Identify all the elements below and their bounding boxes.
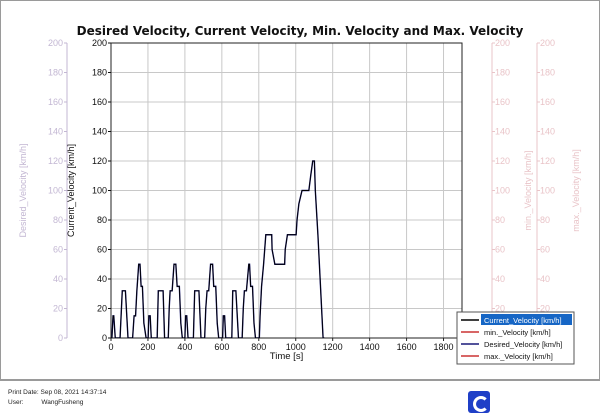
y-tick-label: 120	[540, 156, 555, 166]
y-tick-label: 140	[495, 127, 510, 137]
y-axis-label: min._Velocity [km/h]	[523, 150, 533, 230]
y-tick-label: 100	[48, 186, 63, 196]
x-tick-label: 1400	[360, 342, 380, 352]
print-date-line: Print Date: Sep 08, 2021 14:37:14	[8, 389, 106, 396]
x-tick-label: 800	[251, 342, 266, 352]
x-tick-label: 1200	[323, 342, 343, 352]
x-tick-label: 200	[140, 342, 155, 352]
y-tick-label: 160	[495, 97, 510, 107]
y-tick-label: 60	[540, 245, 550, 255]
y-tick-label: 40	[97, 274, 107, 284]
y-tick-label: 180	[48, 68, 63, 78]
y-tick-label: 0	[102, 333, 107, 343]
print-date-value: Sep 08, 2021 14:37:14	[40, 389, 107, 396]
y-tick-label: 200	[495, 38, 510, 48]
y-tick-label: 60	[53, 245, 63, 255]
x-tick-label: 1000	[286, 342, 306, 352]
user-line: User: WangFusheng	[8, 399, 83, 406]
y-axis-label: Current_Velocity [km/h]	[66, 144, 76, 237]
y-tick-label: 40	[53, 274, 63, 284]
y-tick-label: 0	[58, 333, 63, 343]
legend-label: Current_Velocity [km/h]	[484, 316, 562, 325]
y-tick-label: 160	[92, 97, 107, 107]
chart-title: Desired Velocity, Current Velocity, Min.…	[76, 24, 524, 38]
legend-label: min._Velocity [km/h]	[484, 328, 551, 337]
y-tick-label: 100	[495, 186, 510, 196]
y-tick-label: 100	[540, 186, 555, 196]
y-tick-label: 120	[92, 156, 107, 166]
series-line	[111, 160, 325, 338]
print-footer: Print Date: Sep 08, 2021 14:37:14 User: …	[0, 380, 600, 406]
print-date-label: Print Date:	[8, 389, 39, 396]
legend-selection-highlight	[481, 314, 572, 325]
legend-label: Desired_Velocity [km/h]	[484, 340, 562, 349]
y-axis-label: Desired_Velocity [km/h]	[18, 143, 28, 237]
y-tick-label: 60	[495, 245, 505, 255]
y-tick-label: 20	[495, 304, 505, 314]
y-tick-label: 140	[48, 127, 63, 137]
y-tick-label: 80	[53, 215, 63, 225]
legend-label: max._Velocity [km/h]	[484, 352, 553, 361]
y-tick-label: 200	[92, 38, 107, 48]
y-tick-label: 80	[495, 215, 505, 225]
y-tick-label: 180	[92, 68, 107, 78]
y-tick-label: 200	[48, 38, 63, 48]
y-tick-label: 80	[540, 215, 550, 225]
y-tick-label: 160	[48, 97, 63, 107]
y-tick-label: 20	[97, 304, 107, 314]
y-tick-label: 20	[53, 304, 63, 314]
y-tick-label: 120	[495, 156, 510, 166]
user-label: User:	[8, 399, 24, 406]
y-tick-label: 100	[92, 186, 107, 196]
x-tick-label: 1600	[397, 342, 417, 352]
x-tick-label: 600	[214, 342, 229, 352]
y-axis-label: max._Velocity [km/h]	[571, 149, 581, 232]
x-tick-label: 400	[177, 342, 192, 352]
y-tick-label: 40	[495, 274, 505, 284]
x-axis-label: Time [s]	[270, 351, 303, 362]
chart-svg: 020406080100120140160180200Desired_Veloc…	[0, 0, 600, 380]
y-tick-label: 40	[540, 274, 550, 284]
y-tick-label: 60	[97, 245, 107, 255]
y-tick-label: 140	[540, 127, 555, 137]
y-tick-label: 120	[48, 156, 63, 166]
y-tick-label: 140	[92, 127, 107, 137]
y-tick-label: 180	[540, 68, 555, 78]
y-tick-label: 200	[540, 38, 555, 48]
y-tick-label: 160	[540, 97, 555, 107]
company-logo-icon	[468, 391, 490, 413]
x-tick-label: 0	[108, 342, 113, 352]
user-value: WangFusheng	[41, 399, 84, 406]
y-tick-label: 20	[540, 304, 550, 314]
y-tick-label: 80	[97, 215, 107, 225]
x-tick-label: 1800	[434, 342, 454, 352]
y-tick-label: 180	[495, 68, 510, 78]
